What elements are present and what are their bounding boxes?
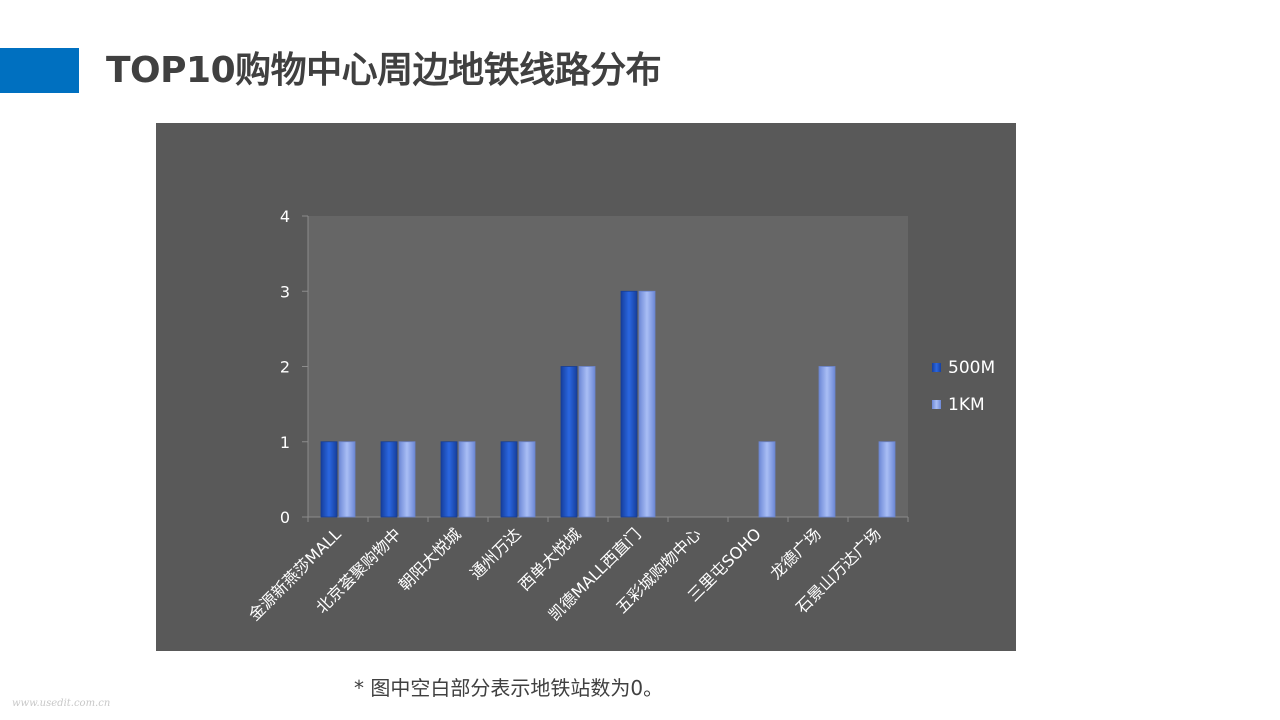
legend-swatch-500m: [932, 363, 941, 372]
slide-title: TOP10购物中心周边地铁线路分布: [106, 50, 662, 91]
bar-1km-1: [398, 441, 416, 518]
watermark: www.usedit.com.cn: [12, 698, 111, 709]
bar-1km-9: [878, 441, 896, 518]
bar-1km-7: [758, 441, 776, 518]
legend-swatch-1km: [932, 400, 941, 409]
bar-1km-4: [578, 366, 596, 518]
bar-500m-2: [440, 441, 458, 518]
bar-500m-5: [620, 290, 638, 518]
chart-panel: 0 1 2 3 4 金源新燕莎MALL 北京荟聚购物中 朝阳大悦城 通州万达 西单大悦城 凯德MAL…: [156, 123, 1016, 651]
bar-500m-4: [560, 366, 578, 518]
legend-label-1km: 1KM: [948, 395, 985, 415]
chart-footnote: * 图中空白部分表示地铁站数为0。: [354, 676, 664, 700]
plot-area: [308, 216, 908, 517]
y-tick-label: 0: [280, 508, 290, 527]
bar-1km-8: [818, 366, 836, 518]
legend-label-500m: 500M: [948, 358, 995, 378]
bar-1km-0: [338, 441, 356, 518]
bar-1km-5: [638, 290, 656, 518]
title-accent-bar: [0, 48, 79, 93]
x-category-label: 朝阳大悦城: [395, 524, 465, 594]
x-category-label: 通州万达: [466, 524, 525, 583]
y-tick-label: 3: [280, 282, 290, 301]
bar-500m-1: [380, 441, 398, 518]
bar-500m-3: [500, 441, 518, 518]
y-tick-label: 1: [280, 433, 290, 452]
x-category-label: 龙德广场: [766, 524, 825, 583]
bar-500m-0: [320, 441, 338, 518]
y-tick-label: 2: [280, 358, 290, 377]
y-tick-label: 4: [280, 207, 290, 226]
bar-1km-2: [458, 441, 476, 518]
bar-1km-3: [518, 441, 536, 518]
